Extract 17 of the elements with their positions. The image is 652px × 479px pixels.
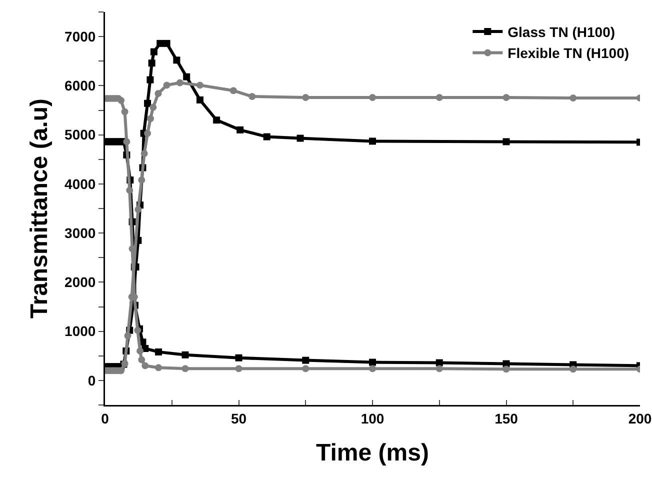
x-tick-label: 50 (230, 410, 247, 426)
legend-label: Glass TN (H100) (508, 24, 616, 40)
y-tick-label: 7000 (64, 28, 96, 44)
x-tick-label: 100 (360, 410, 384, 426)
x-tick-label: 0 (101, 410, 110, 426)
y-tick-label: 3000 (64, 224, 96, 241)
y-tick-label: 2000 (64, 274, 96, 290)
legend-label: Flexible TN (H100) (508, 45, 630, 62)
y-axis-title: Transmittance (a.u) (26, 98, 53, 319)
x-axis-title: Time (ms) (316, 439, 429, 466)
y-tick-label: 1000 (64, 323, 96, 340)
y-tick-label: 4000 (64, 176, 96, 192)
x-tick-label: 150 (494, 410, 518, 426)
y-tick-label: 6000 (64, 78, 96, 94)
y-tick-label: 5000 (64, 126, 96, 143)
y-tick-label: 0 (88, 372, 96, 388)
x-tick-label: 200 (628, 410, 652, 426)
